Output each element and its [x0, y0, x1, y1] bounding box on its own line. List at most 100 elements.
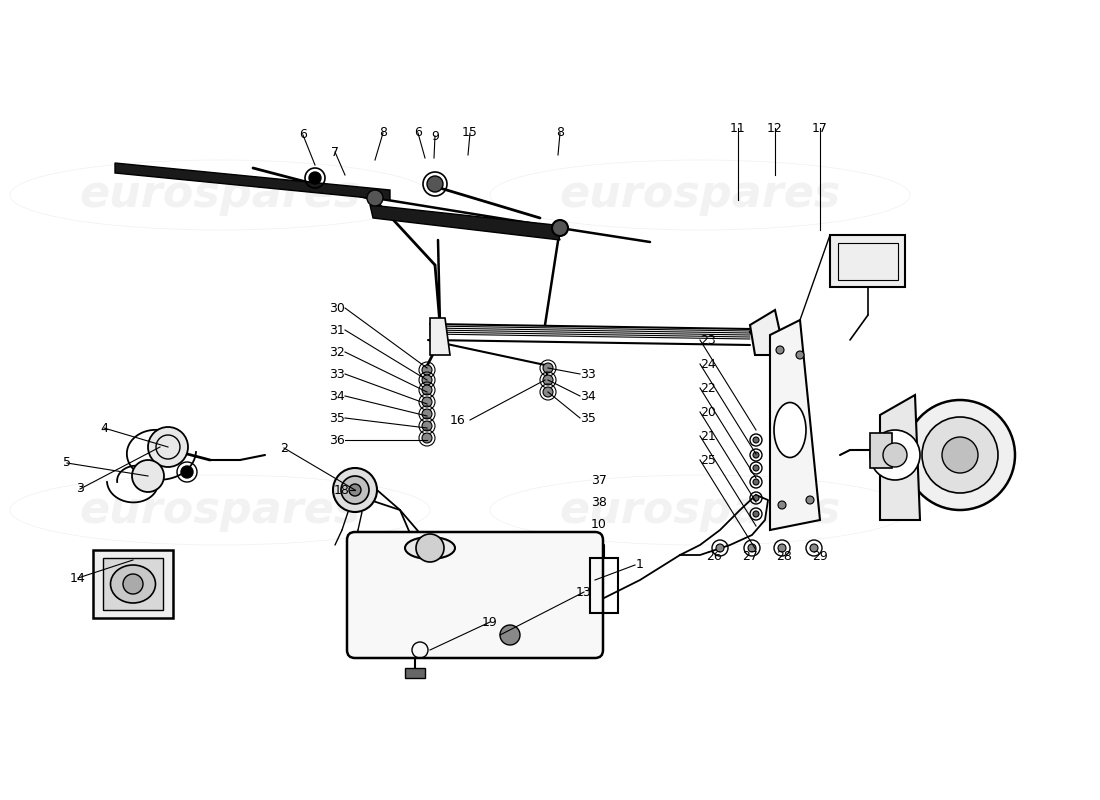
- Polygon shape: [116, 163, 390, 200]
- Circle shape: [367, 190, 383, 206]
- Text: 33: 33: [329, 367, 345, 381]
- Text: 35: 35: [329, 411, 345, 425]
- Circle shape: [810, 544, 818, 552]
- Circle shape: [422, 433, 432, 443]
- Circle shape: [427, 176, 443, 192]
- Text: 13: 13: [576, 586, 592, 598]
- Circle shape: [778, 501, 786, 509]
- Circle shape: [870, 430, 920, 480]
- Circle shape: [716, 544, 724, 552]
- Circle shape: [182, 466, 192, 478]
- Text: 27: 27: [742, 550, 758, 562]
- Text: eurospares: eurospares: [79, 174, 361, 217]
- Text: 19: 19: [482, 615, 498, 629]
- Circle shape: [754, 511, 759, 517]
- Text: 12: 12: [767, 122, 783, 134]
- Circle shape: [754, 452, 759, 458]
- Text: eurospares: eurospares: [559, 174, 840, 217]
- Text: 6: 6: [414, 126, 422, 139]
- Text: 6: 6: [299, 129, 307, 142]
- Circle shape: [754, 465, 759, 471]
- Bar: [103, 558, 163, 610]
- FancyBboxPatch shape: [346, 532, 603, 658]
- Text: 8: 8: [379, 126, 387, 139]
- Text: 7: 7: [331, 146, 339, 158]
- Text: 37: 37: [591, 474, 607, 486]
- Bar: [590, 558, 618, 613]
- Text: 36: 36: [329, 434, 345, 446]
- Circle shape: [148, 427, 188, 467]
- Circle shape: [422, 409, 432, 419]
- Text: 35: 35: [580, 411, 596, 425]
- Ellipse shape: [405, 537, 455, 559]
- Text: 25: 25: [700, 454, 716, 466]
- Polygon shape: [750, 310, 785, 355]
- Polygon shape: [770, 320, 820, 530]
- Polygon shape: [430, 318, 450, 355]
- Circle shape: [422, 397, 432, 407]
- Bar: [94, 550, 173, 618]
- Text: 38: 38: [591, 495, 607, 509]
- Circle shape: [422, 421, 432, 431]
- Circle shape: [500, 625, 520, 645]
- Text: 10: 10: [591, 518, 607, 530]
- Bar: [405, 668, 425, 678]
- Circle shape: [922, 417, 998, 493]
- Text: 8: 8: [556, 126, 564, 139]
- Circle shape: [543, 363, 553, 373]
- Circle shape: [883, 443, 908, 467]
- Circle shape: [754, 437, 759, 443]
- Text: 15: 15: [462, 126, 477, 139]
- Ellipse shape: [774, 402, 806, 458]
- Circle shape: [543, 387, 553, 397]
- Bar: [830, 235, 905, 287]
- Text: 16: 16: [450, 414, 466, 426]
- Text: 24: 24: [700, 358, 716, 370]
- Text: 30: 30: [329, 302, 345, 314]
- Circle shape: [778, 544, 786, 552]
- Text: 22: 22: [700, 382, 716, 394]
- Circle shape: [132, 460, 164, 492]
- Text: 32: 32: [329, 346, 345, 358]
- Text: 1: 1: [636, 558, 644, 571]
- Circle shape: [123, 574, 143, 594]
- Circle shape: [422, 365, 432, 375]
- Circle shape: [754, 479, 759, 485]
- Text: 21: 21: [700, 430, 716, 442]
- Polygon shape: [880, 395, 920, 520]
- Text: 23: 23: [700, 334, 716, 346]
- Circle shape: [543, 375, 553, 385]
- Circle shape: [422, 375, 432, 385]
- Text: 20: 20: [700, 406, 716, 418]
- Circle shape: [806, 496, 814, 504]
- Circle shape: [309, 172, 321, 184]
- Ellipse shape: [110, 565, 155, 603]
- Text: 2: 2: [280, 442, 288, 454]
- Text: 18: 18: [334, 483, 350, 497]
- Circle shape: [552, 220, 568, 236]
- Circle shape: [748, 544, 756, 552]
- Circle shape: [416, 534, 444, 562]
- Circle shape: [796, 351, 804, 359]
- Text: 3: 3: [76, 482, 84, 495]
- Text: 34: 34: [329, 390, 345, 402]
- Polygon shape: [370, 205, 560, 240]
- Text: 31: 31: [329, 323, 345, 337]
- Circle shape: [905, 400, 1015, 510]
- Circle shape: [333, 468, 377, 512]
- Text: 17: 17: [812, 122, 828, 134]
- Text: 4: 4: [100, 422, 108, 434]
- Circle shape: [341, 476, 368, 504]
- Text: 29: 29: [812, 550, 828, 562]
- Circle shape: [754, 495, 759, 501]
- Text: 11: 11: [730, 122, 746, 134]
- Text: 5: 5: [63, 457, 72, 470]
- Circle shape: [349, 484, 361, 496]
- Bar: [870, 433, 892, 468]
- Circle shape: [776, 346, 784, 354]
- Text: eurospares: eurospares: [79, 489, 361, 531]
- Circle shape: [422, 385, 432, 395]
- Text: 14: 14: [70, 571, 86, 585]
- Text: 34: 34: [580, 390, 596, 402]
- Text: 33: 33: [580, 367, 596, 381]
